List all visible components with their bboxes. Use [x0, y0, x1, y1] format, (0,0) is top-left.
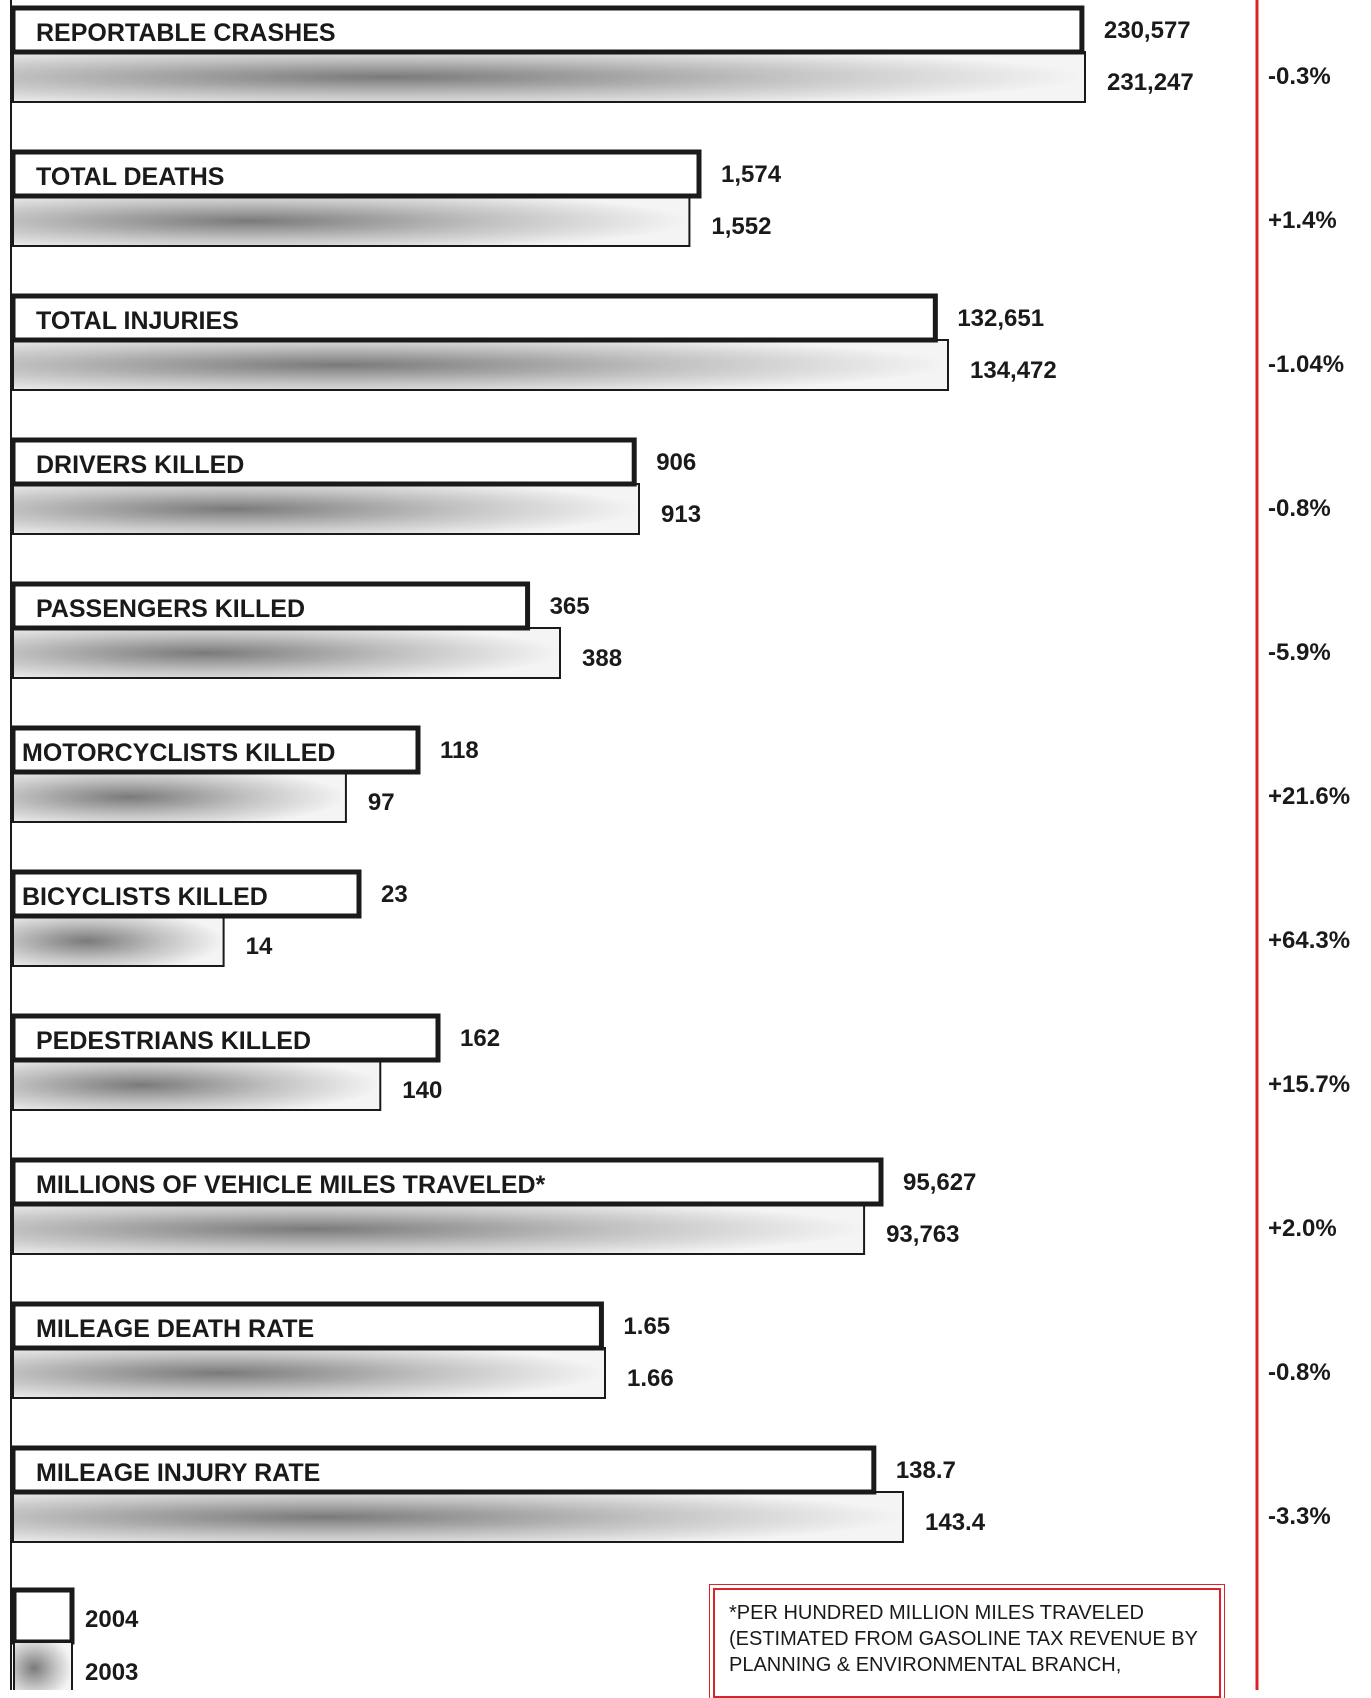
value-label-2003: 134,472	[970, 357, 1057, 384]
bar-2003	[12, 339, 949, 391]
bar-group	[10, 437, 640, 535]
percent-change-label: +64.3%	[1268, 927, 1350, 954]
value-label-2003: 231,247	[1107, 69, 1194, 96]
bar-group	[10, 149, 702, 247]
value-label-2003: 1,552	[711, 213, 771, 240]
value-label-2003: 143.4	[925, 1509, 986, 1536]
value-label-2004: 230,577	[1104, 17, 1191, 44]
value-label-2004: 118	[440, 737, 479, 764]
value-label-2003: 1.66	[627, 1365, 674, 1392]
bar-group	[10, 581, 561, 679]
category-label: PASSENGERS KILLED	[36, 595, 305, 623]
legend-swatch-2004	[11, 1587, 75, 1645]
bar-2003	[12, 1059, 382, 1111]
value-label-2004: 365	[550, 593, 590, 620]
bar-2003	[12, 915, 225, 967]
percent-change-label: +15.7%	[1268, 1071, 1350, 1098]
bar-group	[10, 869, 362, 967]
percent-change-label: +2.0%	[1268, 1215, 1337, 1242]
percent-change-label: -3.3%	[1268, 1503, 1331, 1530]
value-label-2004: 132,651	[957, 305, 1044, 332]
bar-2003	[12, 51, 1086, 103]
bar-2003	[12, 1347, 606, 1399]
value-label-2003: 388	[582, 645, 622, 672]
bar-2004	[10, 293, 938, 343]
bar-2004	[10, 5, 1085, 55]
bar-group	[10, 5, 1086, 103]
bar-group	[10, 1301, 606, 1399]
bar-2003	[12, 1491, 904, 1543]
category-label: MILEAGE DEATH RATE	[36, 1315, 314, 1343]
category-label: BICYCLISTS KILLED	[22, 883, 268, 911]
value-label-2003: 93,763	[886, 1221, 959, 1248]
value-label-2004: 23	[381, 881, 408, 908]
bar-2003	[12, 483, 640, 535]
category-label: MILEAGE INJURY RATE	[36, 1459, 320, 1487]
bar-group	[10, 1157, 884, 1255]
percent-change-label: -0.8%	[1268, 495, 1331, 522]
bar-2004	[10, 149, 702, 199]
category-label: TOTAL INJURIES	[36, 307, 239, 335]
legend-label-2004: 2004	[85, 1606, 139, 1633]
value-label-2004: 162	[460, 1025, 500, 1052]
bar-2003	[12, 627, 561, 679]
value-label-2004: 138.7	[896, 1457, 956, 1484]
value-label-2003: 913	[661, 501, 701, 528]
value-label-2004: 906	[656, 449, 696, 476]
percent-change-label: +1.4%	[1268, 207, 1337, 234]
bar-2004	[10, 1445, 877, 1495]
bar-2003	[12, 195, 691, 247]
category-label: MILLIONS OF VEHICLE MILES TRAVELED*	[36, 1171, 546, 1199]
bar-2003	[12, 1203, 866, 1255]
bar-2004	[10, 1013, 441, 1063]
value-label-2004: 1.65	[623, 1313, 670, 1340]
category-label: DRIVERS KILLED	[36, 451, 244, 479]
bar-group	[10, 725, 421, 823]
percent-change-label: -0.8%	[1268, 1359, 1331, 1386]
value-label-2004: 1,574	[721, 161, 782, 188]
legend-label-2003: 2003	[85, 1659, 138, 1686]
value-label-2004: 95,627	[903, 1169, 976, 1196]
bar-2004	[10, 869, 362, 919]
category-label: TOTAL DEATHS	[36, 163, 224, 191]
bar-group	[10, 1013, 441, 1111]
footnote-box: *PER HUNDRED MILLION MILES TRAVELED (EST…	[709, 1584, 1225, 1698]
footnote-text: *PER HUNDRED MILLION MILES TRAVELED (EST…	[729, 1602, 1198, 1676]
bar-2004	[10, 437, 637, 487]
percent-change-label: -5.9%	[1268, 639, 1331, 666]
percent-change-label: -0.3%	[1268, 63, 1331, 90]
bar-group	[10, 1445, 904, 1543]
percent-change-label: -1.04%	[1268, 351, 1344, 378]
bar-2004	[10, 725, 421, 775]
bar-group	[10, 293, 949, 391]
bar-2004	[10, 581, 531, 631]
legend-swatch-2003	[13, 1641, 73, 1690]
category-label: REPORTABLE CRASHES	[36, 19, 336, 47]
category-label: MOTORCYCLISTS KILLED	[22, 739, 335, 767]
value-label-2003: 14	[246, 933, 273, 960]
value-label-2003: 97	[368, 789, 395, 816]
bar-2003	[12, 771, 347, 823]
percent-change-label: +21.6%	[1268, 783, 1350, 810]
category-label: PEDESTRIANS KILLED	[36, 1027, 311, 1055]
value-label-2003: 140	[402, 1077, 442, 1104]
bar-2004	[10, 1301, 604, 1351]
bar-2004	[10, 1157, 884, 1207]
